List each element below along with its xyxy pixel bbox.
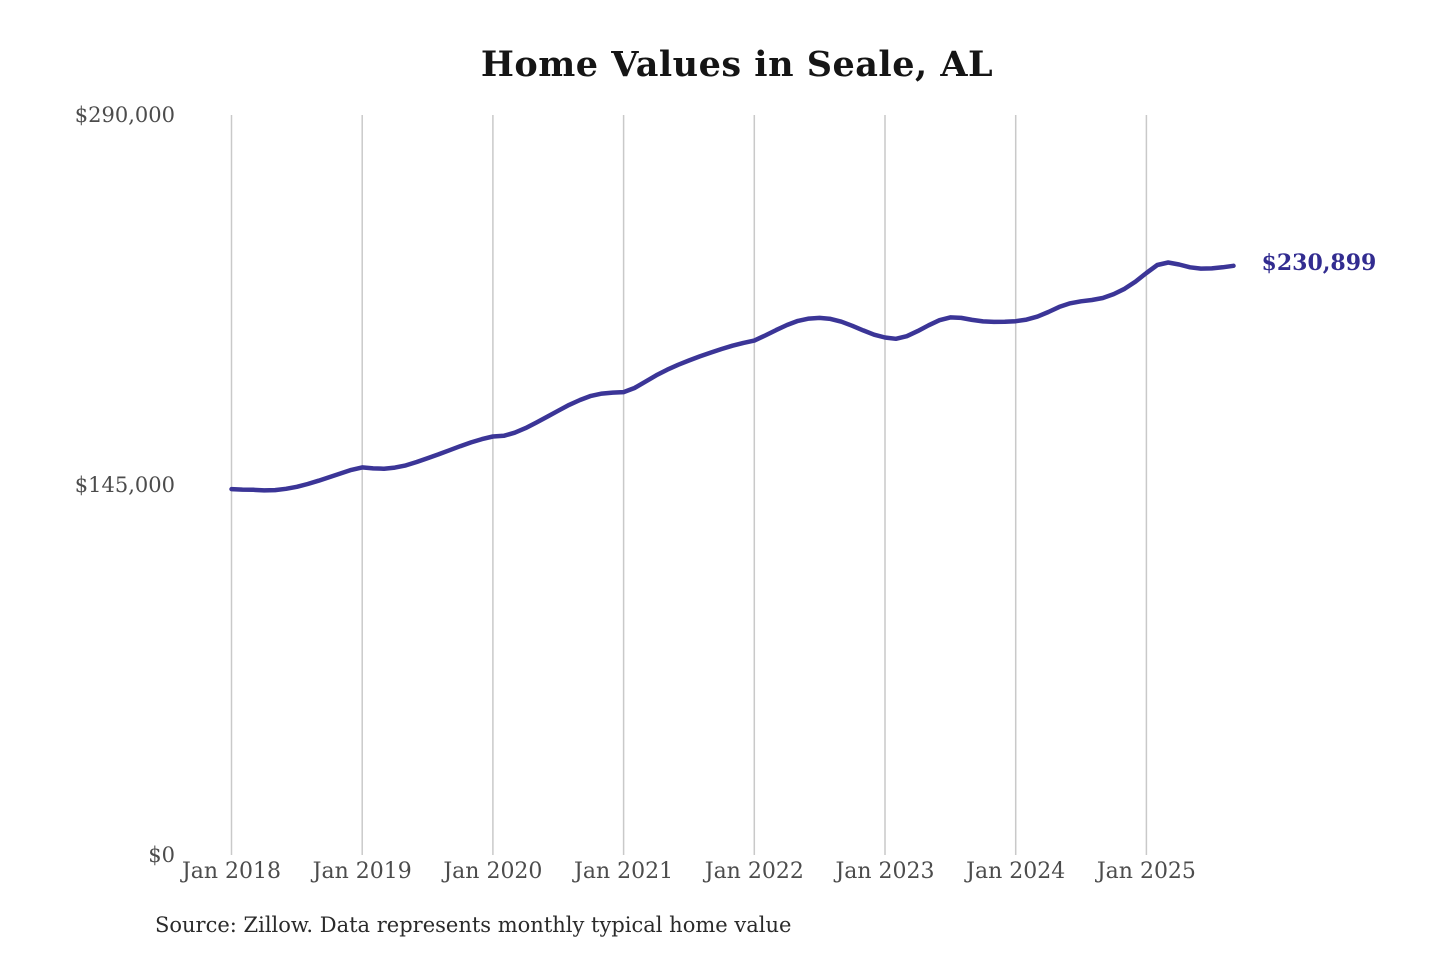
x-axis-tick-label: Jan 2025 <box>1096 859 1196 884</box>
x-axis-tick-label: Jan 2022 <box>704 859 804 884</box>
x-axis-tick-label: Jan 2018 <box>181 859 282 884</box>
x-axis-tick-label: Jan 2023 <box>835 859 935 884</box>
x-axis-tick-label: Jan 2024 <box>966 859 1066 884</box>
x-axis-tick-label: Jan 2021 <box>574 859 674 884</box>
home-value-line <box>229 260 1236 493</box>
current-value-label: $230,899 <box>1261 249 1377 276</box>
source-note: Source: Zillow. Data represents monthly … <box>155 913 792 937</box>
y-axis-tick-label: $0 <box>148 843 175 867</box>
x-axis-tick-label: Jan 2020 <box>443 859 543 884</box>
y-axis-tick-label: $145,000 <box>74 473 175 497</box>
chart-title: Home Values in Seale, AL <box>480 44 994 85</box>
y-axis-tick-label: $290,000 <box>74 103 175 127</box>
x-axis-tick-label: Jan 2019 <box>312 859 412 884</box>
